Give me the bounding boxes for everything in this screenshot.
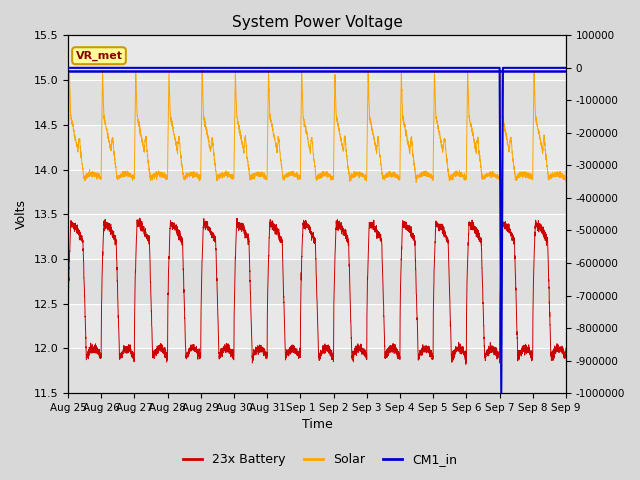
Bar <box>68 80 566 125</box>
Bar <box>68 348 566 393</box>
X-axis label: Time: Time <box>301 419 332 432</box>
Bar <box>68 259 566 304</box>
Text: VR_met: VR_met <box>76 50 122 61</box>
Bar <box>68 169 566 214</box>
Title: System Power Voltage: System Power Voltage <box>232 15 403 30</box>
Y-axis label: Volts: Volts <box>15 199 28 229</box>
Legend: 23x Battery, Solar, CM1_in: 23x Battery, Solar, CM1_in <box>178 448 462 471</box>
